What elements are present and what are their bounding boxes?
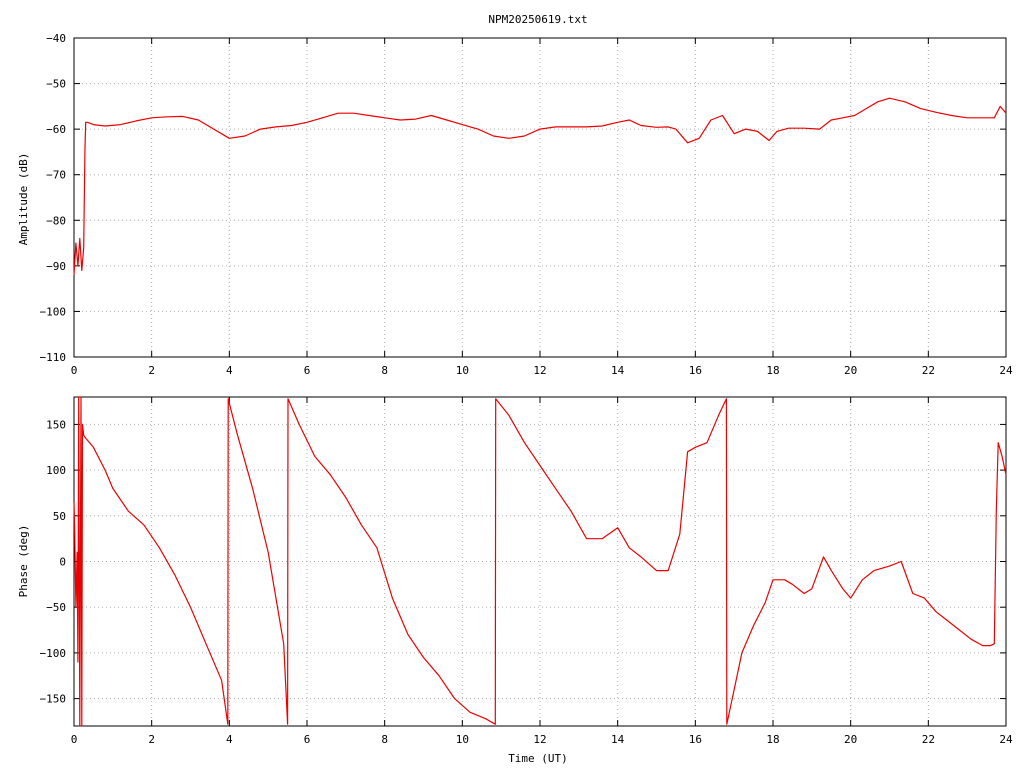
phase-x-tick-label: 2 xyxy=(148,733,155,746)
phase-x-tick-label: 18 xyxy=(766,733,779,746)
phase-y-tick-label: −100 xyxy=(40,647,67,660)
amplitude-x-tick-label: 2 xyxy=(148,364,155,377)
amplitude-series xyxy=(73,97,1007,276)
amplitude-x-tick-label: 0 xyxy=(71,364,78,377)
amplitude-y-axis-label: Amplitude (dB) xyxy=(17,153,30,246)
phase-series xyxy=(73,396,1007,727)
amplitude-x-tick-label: 24 xyxy=(999,364,1013,377)
phase-x-tick-label: 24 xyxy=(999,733,1013,746)
phase-x-tick-label: 12 xyxy=(533,733,546,746)
phase-x-tick-label: 14 xyxy=(611,733,625,746)
amplitude-x-tick-label: 14 xyxy=(611,364,625,377)
phase-x-tick-label: 22 xyxy=(922,733,935,746)
amplitude-x-tick-label: 16 xyxy=(689,364,702,377)
phase-y-tick-label: −50 xyxy=(46,601,66,614)
amplitude-y-tick-label: −50 xyxy=(46,78,66,91)
phase-series-line xyxy=(73,396,1007,727)
amplitude-y-tick-label: −110 xyxy=(40,351,67,364)
phase-grid xyxy=(74,397,1006,726)
phase-y-axis: −150 −100 −50 0 50 100 150 xyxy=(40,418,1006,706)
phase-x-axis: 0 2 4 6 8 10 12 14 16 18 20 22 24 xyxy=(71,397,1013,746)
amplitude-x-tick-label: 6 xyxy=(304,364,311,377)
phase-x-tick-label: 20 xyxy=(844,733,857,746)
amplitude-x-tick-label: 8 xyxy=(381,364,388,377)
amplitude-x-tick-label: 12 xyxy=(533,364,546,377)
phase-x-tick-label: 16 xyxy=(689,733,702,746)
phase-x-tick-label: 0 xyxy=(71,733,78,746)
amplitude-x-tick-label: 20 xyxy=(844,364,857,377)
amplitude-y-tick-label: −100 xyxy=(40,305,67,318)
amplitude-x-axis: 0 2 4 6 8 10 12 14 16 18 20 22 24 xyxy=(71,38,1013,377)
amplitude-x-tick-label: 18 xyxy=(766,364,779,377)
amplitude-x-tick-label: 10 xyxy=(456,364,469,377)
amplitude-y-tick-label: −70 xyxy=(46,169,66,182)
amplitude-y-axis: −110 −100 −90 −80 −70 −60 −50 −40 xyxy=(40,32,1006,364)
phase-x-tick-label: 4 xyxy=(226,733,233,746)
phase-y-tick-label: 50 xyxy=(53,510,66,523)
amplitude-plot-frame xyxy=(73,37,1007,358)
phase-y-axis-label: Phase (deg) xyxy=(17,525,30,598)
phase-x-tick-label: 10 xyxy=(456,733,469,746)
amplitude-grid xyxy=(74,38,1006,357)
amplitude-series-line xyxy=(73,97,1007,276)
chart-title: NPM20250619.txt xyxy=(488,13,587,26)
phase-y-tick-label: 100 xyxy=(46,464,66,477)
phase-y-tick-label: 0 xyxy=(59,556,66,569)
amplitude-x-tick-label: 4 xyxy=(226,364,233,377)
phase-x-axis-label: Time (UT) xyxy=(508,752,568,765)
phase-y-tick-label: 150 xyxy=(46,418,66,431)
amplitude-y-tick-label: −80 xyxy=(46,214,66,227)
amplitude-panel: 0 2 4 6 8 10 12 14 16 18 20 22 24 −110−100−90−80−70−… xyxy=(17,32,1013,377)
amplitude-y-tick-label: −60 xyxy=(46,123,66,136)
phase-x-tick-label: 8 xyxy=(381,733,388,746)
amplitude-y-tick-label: −90 xyxy=(46,260,66,273)
phase-y-tick-label: −150 xyxy=(40,693,67,706)
phase-panel: 0 2 4 6 8 10 12 14 16 18 20 22 24 −150−100−500501001… xyxy=(17,396,1013,765)
phase-x-tick-label: 6 xyxy=(304,733,311,746)
amplitude-x-tick-label: 22 xyxy=(922,364,935,377)
amplitude-y-tick-label: −40 xyxy=(46,32,66,45)
